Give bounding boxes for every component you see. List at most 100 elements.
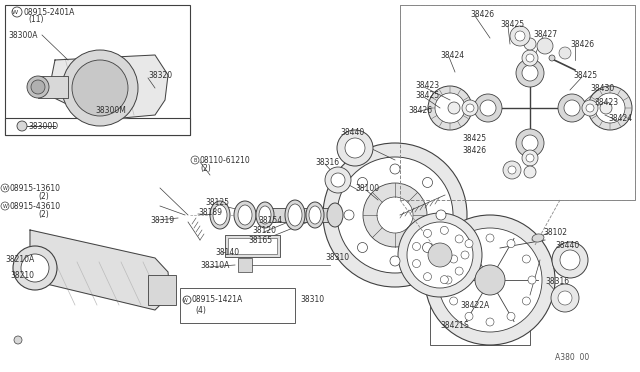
Circle shape [422, 177, 433, 187]
Text: (2): (2) [38, 209, 49, 218]
Circle shape [407, 222, 473, 288]
Circle shape [522, 297, 531, 305]
Circle shape [503, 161, 521, 179]
Text: W: W [3, 203, 8, 208]
Circle shape [516, 59, 544, 87]
Bar [238, 258, 252, 272]
Text: 38316: 38316 [315, 157, 339, 167]
Circle shape [438, 228, 542, 332]
Text: A380  00: A380 00 [555, 353, 589, 362]
Text: 38165: 38165 [248, 235, 272, 244]
Circle shape [564, 100, 580, 116]
Circle shape [1, 184, 9, 192]
Text: 38426: 38426 [462, 145, 486, 154]
Text: 38140: 38140 [215, 247, 239, 257]
Text: 38421S: 38421S [440, 321, 468, 330]
Circle shape [425, 215, 555, 345]
Text: 38316: 38316 [545, 278, 569, 286]
Text: 38426: 38426 [408, 106, 432, 115]
Circle shape [588, 86, 632, 130]
Circle shape [448, 102, 460, 114]
Circle shape [337, 130, 373, 166]
Circle shape [62, 50, 138, 126]
Circle shape [455, 267, 463, 275]
Text: 38300A: 38300A [8, 31, 38, 39]
Circle shape [510, 26, 530, 46]
Circle shape [466, 104, 474, 112]
Polygon shape [30, 230, 170, 310]
Circle shape [191, 156, 199, 164]
Text: 38425: 38425 [415, 90, 439, 99]
Circle shape [522, 65, 538, 81]
Circle shape [435, 93, 465, 123]
Circle shape [552, 242, 588, 278]
Text: 38425: 38425 [573, 71, 597, 80]
Circle shape [461, 251, 469, 259]
Bar [430, 295, 530, 345]
Text: W: W [3, 186, 8, 190]
Circle shape [21, 254, 49, 282]
Circle shape [507, 240, 515, 248]
Circle shape [558, 291, 572, 305]
Circle shape [474, 94, 502, 122]
Text: 38320: 38320 [148, 71, 172, 80]
Text: 38310: 38310 [300, 295, 324, 305]
Circle shape [440, 227, 449, 234]
Circle shape [325, 167, 351, 193]
Circle shape [1, 202, 9, 210]
Circle shape [12, 7, 22, 17]
Circle shape [440, 276, 449, 283]
Text: 38189: 38189 [198, 208, 222, 217]
Text: 38427: 38427 [533, 29, 557, 38]
Circle shape [428, 86, 472, 130]
Bar [270, 208, 330, 222]
Ellipse shape [532, 234, 544, 242]
Circle shape [549, 55, 555, 61]
Circle shape [462, 100, 478, 116]
Circle shape [465, 312, 473, 320]
Circle shape [413, 243, 420, 250]
Circle shape [72, 60, 128, 116]
Text: 38102: 38102 [543, 228, 567, 237]
Text: 38440: 38440 [555, 241, 579, 250]
Ellipse shape [238, 205, 252, 225]
Circle shape [450, 297, 458, 305]
Bar [400, 5, 635, 200]
Circle shape [475, 265, 505, 295]
Circle shape [363, 183, 427, 247]
Text: W: W [12, 10, 18, 15]
Text: 38210: 38210 [10, 270, 34, 279]
Ellipse shape [259, 206, 271, 224]
Circle shape [595, 93, 625, 123]
Text: 38423: 38423 [594, 97, 618, 106]
Ellipse shape [256, 202, 274, 228]
Bar [225, 235, 280, 257]
Circle shape [450, 255, 458, 263]
Circle shape [13, 246, 57, 290]
Text: 38430: 38430 [590, 83, 614, 93]
Text: (4): (4) [195, 305, 206, 314]
Circle shape [455, 235, 463, 243]
Circle shape [17, 121, 27, 131]
Text: 08915-13610: 08915-13610 [10, 183, 61, 192]
Text: W: W [182, 298, 188, 302]
Circle shape [558, 94, 586, 122]
Circle shape [436, 210, 446, 220]
Circle shape [390, 164, 400, 174]
Circle shape [560, 250, 580, 270]
Circle shape [526, 154, 534, 162]
Text: 38423: 38423 [415, 80, 439, 90]
Bar [38, 76, 68, 98]
Ellipse shape [306, 202, 324, 228]
Circle shape [323, 143, 467, 287]
Circle shape [537, 38, 553, 54]
Text: 38100: 38100 [355, 183, 379, 192]
Circle shape [337, 157, 453, 273]
Circle shape [331, 173, 345, 187]
Circle shape [390, 256, 400, 266]
Circle shape [358, 243, 367, 253]
Text: 38120: 38120 [252, 225, 276, 234]
Text: 38424: 38424 [608, 113, 632, 122]
Circle shape [526, 54, 534, 62]
Ellipse shape [285, 200, 305, 230]
